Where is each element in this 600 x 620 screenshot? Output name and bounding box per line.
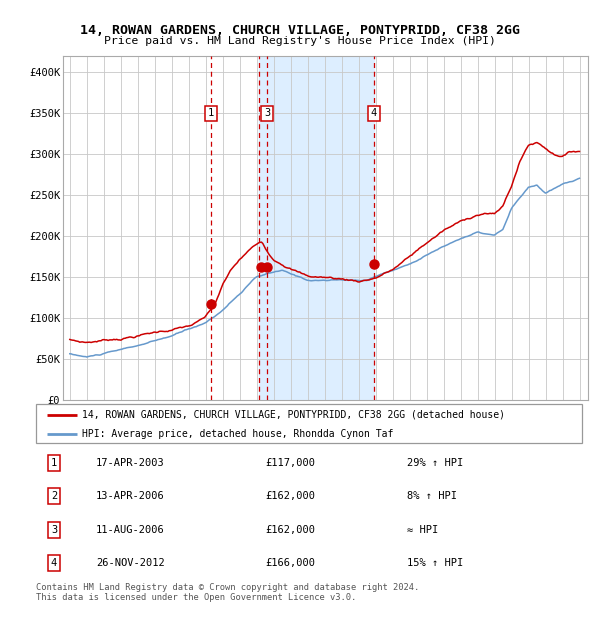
Text: 2: 2: [51, 492, 57, 502]
Text: 14, ROWAN GARDENS, CHURCH VILLAGE, PONTYPRIDD, CF38 2GG: 14, ROWAN GARDENS, CHURCH VILLAGE, PONTY…: [80, 24, 520, 37]
Text: 4: 4: [371, 108, 377, 118]
Text: 3: 3: [51, 525, 57, 534]
Text: 14, ROWAN GARDENS, CHURCH VILLAGE, PONTYPRIDD, CF38 2GG (detached house): 14, ROWAN GARDENS, CHURCH VILLAGE, PONTY…: [82, 410, 505, 420]
Text: 8% ↑ HPI: 8% ↑ HPI: [407, 492, 457, 502]
Text: 29% ↑ HPI: 29% ↑ HPI: [407, 458, 464, 468]
Text: Contains HM Land Registry data © Crown copyright and database right 2024.: Contains HM Land Registry data © Crown c…: [36, 583, 419, 592]
Text: HPI: Average price, detached house, Rhondda Cynon Taf: HPI: Average price, detached house, Rhon…: [82, 429, 394, 440]
Text: Price paid vs. HM Land Registry's House Price Index (HPI): Price paid vs. HM Land Registry's House …: [104, 36, 496, 46]
Text: 4: 4: [51, 558, 57, 568]
Text: 3: 3: [264, 108, 271, 118]
Text: £162,000: £162,000: [265, 492, 316, 502]
Text: 1: 1: [208, 108, 214, 118]
Text: 17-APR-2003: 17-APR-2003: [96, 458, 165, 468]
Text: 1: 1: [51, 458, 57, 468]
Text: 13-APR-2006: 13-APR-2006: [96, 492, 165, 502]
Text: £117,000: £117,000: [265, 458, 316, 468]
Text: ≈ HPI: ≈ HPI: [407, 525, 439, 534]
Bar: [259, 56, 374, 400]
FancyBboxPatch shape: [36, 404, 582, 443]
Text: 26-NOV-2012: 26-NOV-2012: [96, 558, 165, 568]
Text: 11-AUG-2006: 11-AUG-2006: [96, 525, 165, 534]
Text: £166,000: £166,000: [265, 558, 316, 568]
Text: This data is licensed under the Open Government Licence v3.0.: This data is licensed under the Open Gov…: [36, 593, 356, 603]
Text: 15% ↑ HPI: 15% ↑ HPI: [407, 558, 464, 568]
Text: £162,000: £162,000: [265, 525, 316, 534]
